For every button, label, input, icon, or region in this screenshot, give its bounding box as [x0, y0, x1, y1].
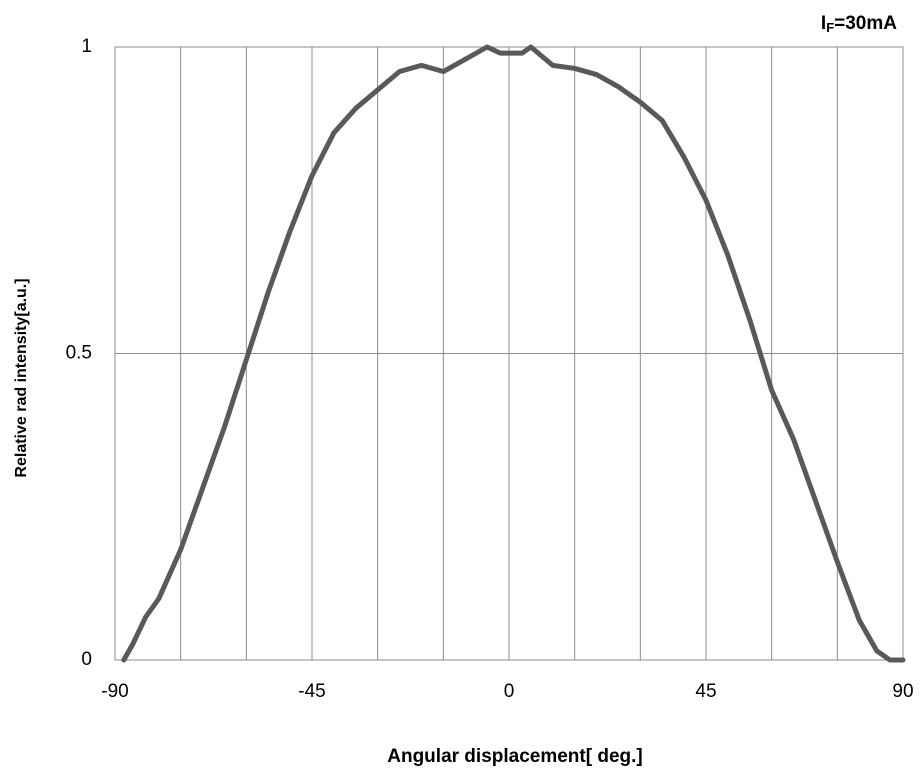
y-tick-label: 0.5 [66, 343, 92, 364]
x-tick-label: -90 [101, 681, 128, 702]
data-line [121, 44, 906, 663]
annotation-suffix: =30mA [834, 13, 897, 34]
y-tick-label: 0 [81, 649, 92, 670]
y-tick-label: 1 [81, 36, 92, 57]
annotation-subscript: F [826, 20, 834, 35]
x-tick-label: 45 [695, 681, 716, 702]
x-tick-label: -45 [298, 681, 325, 702]
plot-frame [114, 46, 904, 661]
annotation: IF=30mA [821, 13, 897, 35]
x-tick-label: 0 [504, 681, 515, 702]
annotation-text: I [821, 13, 826, 34]
x-axis-label: Angular displacement[ deg.] [387, 746, 642, 767]
x-tick-label: 90 [892, 681, 913, 702]
y-axis-label: Relative rad intensity[a.u.] [13, 278, 30, 477]
